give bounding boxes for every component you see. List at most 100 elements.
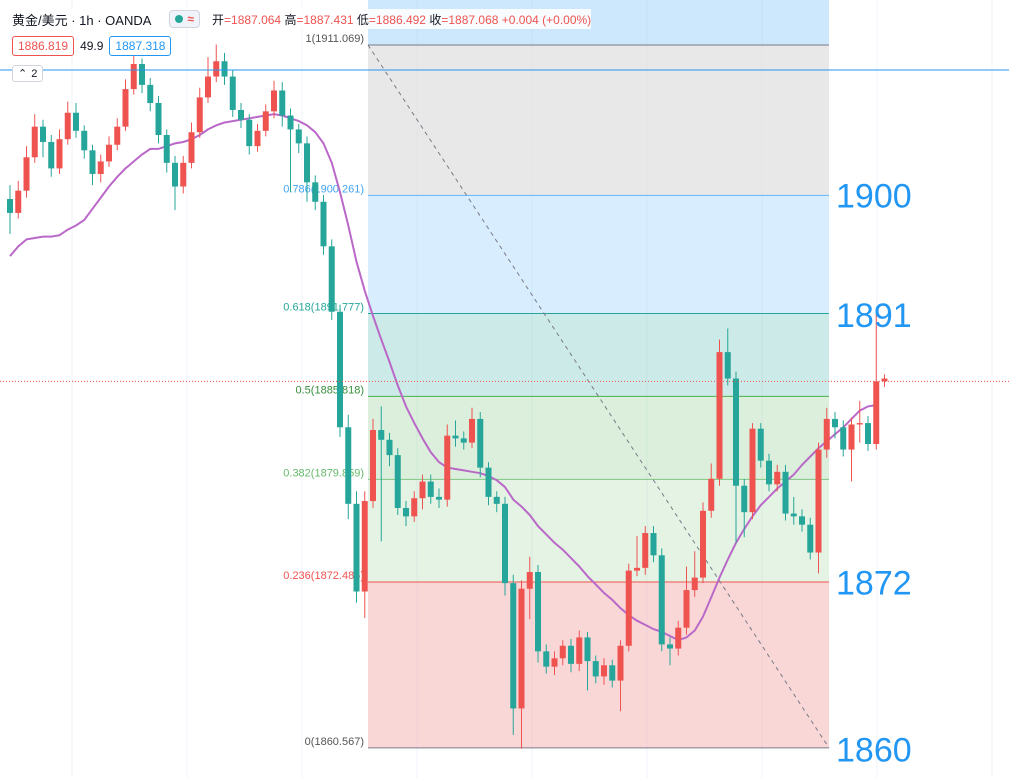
close-label: 收: [429, 12, 442, 27]
candle-body: [675, 627, 682, 649]
open-label: 开: [212, 12, 225, 27]
candle-body: [386, 439, 393, 456]
candle-body: [691, 577, 698, 591]
fib-zone: [368, 313, 829, 397]
fib-zone: [368, 44, 829, 196]
candle-body: [625, 570, 632, 646]
candle-body: [320, 201, 327, 247]
candle-body: [64, 112, 71, 140]
candle-body: [799, 516, 805, 525]
candle-body: [856, 423, 863, 425]
candle-body: [848, 424, 855, 450]
high-value: 1887.431: [303, 12, 354, 27]
wave-icon: ≈: [187, 12, 195, 26]
symbol-label[interactable]: 黄金/美元 · 1h · OANDA: [12, 12, 152, 28]
candle-body: [213, 61, 220, 77]
candle-body: [163, 135, 170, 163]
candle-body: [205, 76, 211, 98]
fib-label: 0.382(1879.859): [283, 467, 364, 479]
candle-body: [31, 126, 38, 158]
candle-body: [337, 311, 343, 428]
candle-body: [840, 427, 847, 450]
candle-body: [617, 645, 624, 681]
candle-body: [460, 438, 467, 443]
fib-label: 0.236(1872.485): [283, 570, 364, 582]
fib-zone: [368, 479, 829, 582]
candle-body: [23, 157, 30, 191]
candle-body: [304, 143, 310, 183]
candle-body: [328, 246, 335, 312]
candle-body: [97, 161, 104, 174]
candle-body: [48, 141, 55, 169]
fib-label: 0(1860.567): [305, 736, 364, 748]
candle-body: [469, 418, 475, 443]
candle-body: [683, 590, 690, 628]
candle-body: [807, 524, 814, 553]
candle-body: [378, 430, 385, 440]
candle-body: [436, 496, 442, 500]
candle-body: [576, 637, 583, 664]
candle-body: [518, 588, 525, 709]
candle-body: [254, 130, 261, 147]
candle-body: [477, 418, 484, 468]
candle-body: [708, 478, 715, 511]
candle-body: [130, 64, 137, 90]
buy-button[interactable]: 1887.318: [109, 36, 172, 56]
candle-body: [790, 513, 797, 517]
candle-body: [485, 467, 492, 497]
candle-body: [526, 572, 533, 589]
candle-body: [493, 496, 500, 504]
candle-body: [667, 644, 673, 649]
candle-body: [114, 126, 121, 145]
indicator-toggle[interactable]: ≈: [169, 10, 201, 28]
candle-body: [81, 130, 88, 151]
candle-body: [873, 381, 880, 444]
candle-body: [551, 658, 558, 667]
fib-label: 1(1911.069): [305, 33, 364, 45]
candle-body: [7, 199, 13, 213]
candle-body: [700, 510, 706, 578]
candle-body: [444, 435, 451, 500]
candle-body: [172, 162, 178, 187]
candle-body: [535, 572, 541, 652]
price-annotation: 1872: [836, 564, 912, 602]
candle-body: [370, 430, 376, 502]
fib-label: 0.5(1885.818): [296, 384, 365, 396]
moving-average-line: [9, 113, 877, 642]
candle-body: [411, 498, 418, 517]
candle-body: [427, 481, 434, 497]
candle-body: [749, 428, 756, 513]
candle-body: [543, 651, 550, 667]
sell-button[interactable]: 1886.819: [12, 36, 75, 56]
fib-zone: [368, 195, 829, 314]
candle-body: [246, 119, 253, 147]
candle-body: [510, 583, 517, 709]
candle-body: [865, 423, 871, 444]
candle-body: [353, 503, 360, 592]
candle-body: [271, 90, 277, 112]
candle-body: [601, 665, 607, 677]
spread-value: 49.9: [80, 39, 104, 53]
candle-body: [757, 428, 764, 461]
change-value: +0.004 (+0.00%): [501, 12, 592, 27]
candle-body: [452, 435, 459, 439]
candle-body: [609, 665, 616, 681]
candle-body: [741, 485, 748, 513]
low-label: 低: [356, 12, 369, 27]
price-annotation: 1900: [836, 177, 912, 215]
candle-body: [774, 471, 781, 485]
candle-body: [238, 109, 244, 120]
indicators-collapse-button[interactable]: ⌃ 2: [12, 65, 44, 82]
candle-body: [733, 378, 739, 486]
candle-body: [782, 471, 789, 514]
high-label: 高: [284, 12, 297, 27]
candle-body: [419, 481, 426, 499]
candle-body: [345, 427, 352, 504]
candle-body: [15, 190, 22, 213]
fib-label: 0.618(1891.777): [283, 301, 364, 313]
candle-body: [559, 645, 566, 659]
candle-body: [229, 76, 236, 110]
candle-body: [312, 182, 319, 202]
price-annotation: 1891: [836, 297, 912, 335]
